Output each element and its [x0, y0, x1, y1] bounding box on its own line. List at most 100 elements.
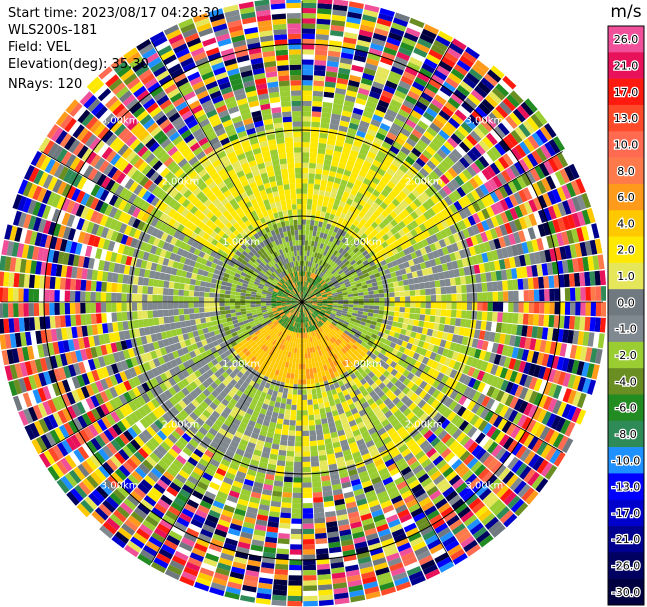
- velocity-gate: [267, 388, 274, 396]
- velocity-gate: [335, 324, 341, 330]
- velocity-gate: [331, 290, 337, 294]
- velocity-gate: [283, 356, 288, 362]
- velocity-gate: [255, 378, 263, 385]
- velocity-gate: [405, 296, 411, 302]
- velocity-gate: [307, 289, 311, 294]
- velocity-gate: [198, 458, 210, 468]
- velocity-gate: [449, 389, 459, 400]
- velocity-gate: [401, 551, 416, 562]
- velocity-gate: [368, 427, 377, 435]
- velocity-gate: [400, 353, 408, 361]
- velocity-gate: [408, 151, 419, 162]
- velocity-gate: [305, 260, 309, 267]
- velocity-gate: [475, 448, 487, 461]
- velocity-gate: [328, 274, 334, 280]
- velocity-gate: [394, 302, 400, 307]
- velocity-gate: [400, 41, 415, 52]
- velocity-gate: [402, 217, 411, 226]
- velocity-gate: [475, 484, 489, 497]
- velocity-gate: [295, 327, 298, 333]
- velocity-gate: [383, 397, 392, 406]
- velocity-gate: [427, 217, 436, 227]
- velocity-gate: [312, 304, 318, 306]
- velocity-gate: [451, 163, 462, 175]
- velocity-gate: [456, 310, 462, 319]
- velocity-gate: [362, 110, 374, 119]
- velocity-gate: [127, 389, 137, 400]
- velocity-gate: [502, 312, 509, 323]
- velocity-gate: [448, 425, 459, 436]
- velocity-gate: [354, 233, 361, 241]
- velocity-gate: [351, 312, 358, 317]
- velocity-gate: [187, 331, 194, 339]
- velocity-gate: [302, 296, 303, 302]
- velocity-gate: [440, 374, 450, 384]
- velocity-gate: [382, 159, 392, 168]
- velocity-gate: [249, 437, 258, 445]
- velocity-gate: [370, 320, 377, 326]
- velocity-gate: [307, 310, 312, 315]
- velocity-gate: [474, 143, 486, 156]
- velocity-gate: [564, 288, 571, 301]
- velocity-gate: [208, 427, 218, 437]
- velocity-gate: [118, 382, 128, 394]
- velocity-gate: [290, 533, 302, 540]
- velocity-gate: [481, 512, 496, 526]
- velocity-gate: [338, 184, 346, 191]
- velocity-gate: [58, 367, 67, 381]
- velocity-gate: [343, 226, 350, 233]
- velocity-gate: [419, 440, 430, 450]
- velocity-gate: [432, 250, 440, 259]
- velocity-gate: [310, 378, 315, 385]
- velocity-gate: [271, 339, 277, 346]
- velocity-gate: [346, 263, 352, 269]
- velocity-gate: [342, 340, 348, 346]
- velocity-gate: [357, 421, 366, 429]
- velocity-gate: [388, 518, 401, 528]
- velocity-gate: [357, 353, 364, 361]
- velocity-gate: [308, 289, 312, 294]
- velocity-gate: [303, 307, 305, 313]
- velocity-gate: [289, 357, 294, 364]
- velocity-gate: [310, 214, 316, 221]
- velocity-gate: [378, 359, 386, 367]
- velocity-gate: [348, 419, 357, 427]
- velocity-gate: [439, 316, 446, 324]
- velocity-gate: [519, 336, 527, 349]
- velocity-gate: [321, 281, 326, 286]
- velocity-gate: [274, 352, 279, 359]
- velocity-gate: [325, 385, 331, 392]
- velocity-gate: [327, 303, 333, 306]
- velocity-gate: [322, 323, 328, 329]
- velocity-gate: [123, 403, 134, 415]
- velocity-gate: [402, 386, 411, 395]
- velocity-gate: [236, 470, 247, 479]
- velocity-gate: [401, 234, 409, 243]
- velocity-gate: [233, 453, 243, 461]
- velocity-gate: [415, 185, 425, 195]
- velocity-gate: [304, 306, 309, 311]
- velocity-gate: [395, 581, 412, 592]
- velocity-gate: [317, 153, 325, 160]
- velocity-gate: [514, 335, 522, 348]
- velocity-gate: [316, 242, 321, 248]
- velocity-gate: [270, 317, 276, 322]
- velocity-gate: [107, 426, 119, 439]
- velocity-gate: [173, 497, 186, 508]
- velocity-gate: [350, 407, 359, 415]
- velocity-gate: [123, 498, 137, 511]
- velocity-gate: [579, 272, 586, 287]
- velocity-gate: [76, 503, 91, 518]
- velocity-gate: [465, 319, 472, 328]
- velocity-gate: [376, 280, 383, 286]
- velocity-gate: [355, 215, 363, 223]
- velocity-gate: [275, 563, 289, 570]
- velocity-gate: [289, 559, 302, 566]
- velocity-gate: [299, 317, 302, 323]
- velocity-gate: [417, 340, 425, 348]
- velocity-gate: [250, 341, 256, 347]
- velocity-gate: [174, 440, 186, 451]
- velocity-gate: [18, 378, 28, 393]
- velocity-gate: [367, 232, 375, 240]
- velocity-gate: [417, 139, 428, 150]
